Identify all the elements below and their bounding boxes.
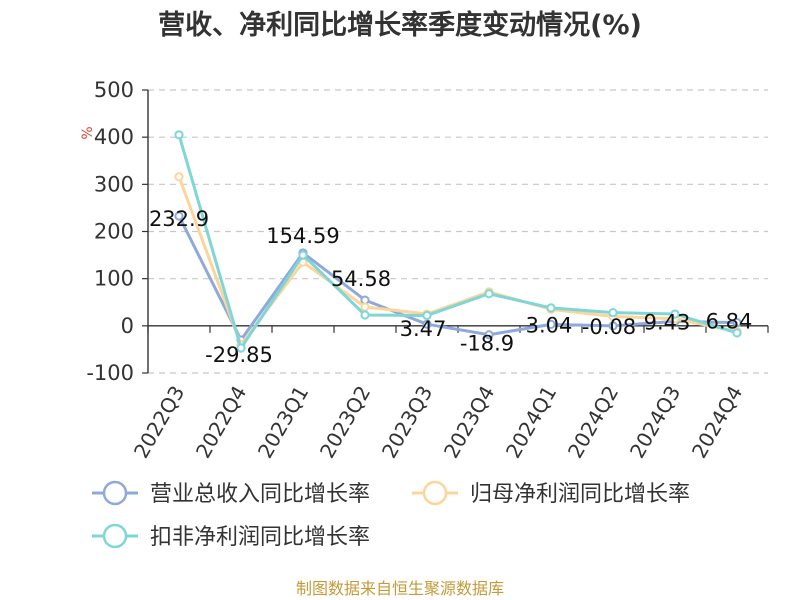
series-3-point	[360, 310, 370, 320]
x-tick-label: 2022Q3	[129, 382, 189, 463]
data-label: 154.59	[266, 224, 339, 248]
y-tick-label: -100	[86, 361, 134, 385]
x-tick-label: 2023Q2	[315, 382, 375, 463]
y-tick-label: 200	[94, 220, 134, 244]
data-label: 3.04	[526, 313, 573, 337]
series-line-1	[177, 215, 738, 342]
data-label: -18.9	[460, 332, 514, 356]
legend-marker-2	[422, 480, 448, 506]
series-3-point	[298, 250, 308, 260]
data-label: 9.43	[644, 310, 691, 334]
series-lines	[174, 130, 742, 353]
x-tick-label: 2024Q1	[501, 382, 561, 463]
source-note: 制图数据来自恒生聚源数据库	[296, 579, 504, 598]
series-3-point	[174, 130, 184, 140]
series-line-3	[177, 134, 738, 350]
series-2-point	[174, 172, 184, 182]
x-tick-label: 2024Q3	[625, 382, 685, 463]
series-1-point	[174, 211, 184, 221]
y-tick-label: 0	[121, 314, 134, 338]
x-tick-label: 2023Q4	[439, 382, 499, 463]
series-3-point	[422, 310, 432, 321]
y-tick-label: 400	[94, 125, 134, 149]
legend-marker-3	[102, 523, 128, 549]
data-labels: 232.9 -29.85 154.59 54.58 3.47 -18.9 3.04 -0.08…	[149, 207, 752, 367]
chart-title: 营收、净利同比增长率季度变动情况(%)	[158, 9, 642, 41]
gridlines	[148, 89, 768, 374]
x-tick-label: 2023Q1	[253, 382, 313, 463]
x-tick-label: 2023Q3	[377, 382, 437, 463]
series-3-point	[732, 328, 742, 338]
data-label: 54.58	[331, 267, 391, 291]
data-label: 6.84	[706, 310, 753, 334]
y-unit-label: %	[80, 126, 96, 139]
series-3-point	[670, 309, 680, 319]
series-3-point	[236, 343, 246, 353]
x-tick-label: 2024Q4	[687, 382, 747, 463]
y-tick-label: 300	[94, 172, 134, 196]
legend-label-3: 扣非净利润同比增长率	[150, 525, 370, 550]
y-tick-label: 500	[94, 78, 134, 102]
data-label: 232.9	[149, 207, 209, 231]
x-tick-label: 2022Q4	[191, 382, 251, 463]
series-3-point	[546, 303, 556, 313]
x-tick-label: 2024Q2	[563, 382, 623, 463]
legend-label-2: 归母净利润同比增长率	[470, 482, 690, 507]
series-2-point	[360, 302, 370, 312]
series-3-point	[608, 308, 618, 318]
series-1-point	[546, 319, 556, 329]
legend-label-1: 营业总收入同比增长率	[150, 482, 370, 507]
data-label: -29.85	[205, 343, 273, 367]
series-1-point	[484, 330, 494, 340]
legend-marker-1	[102, 480, 128, 506]
y-tick-label: 100	[94, 267, 134, 291]
series-3-point	[484, 289, 494, 299]
series-1-point	[732, 318, 742, 328]
data-label: 3.47	[400, 317, 447, 341]
series-1-point	[608, 321, 618, 331]
series-1-point	[422, 319, 432, 329]
data-label: -0.08	[582, 315, 636, 339]
